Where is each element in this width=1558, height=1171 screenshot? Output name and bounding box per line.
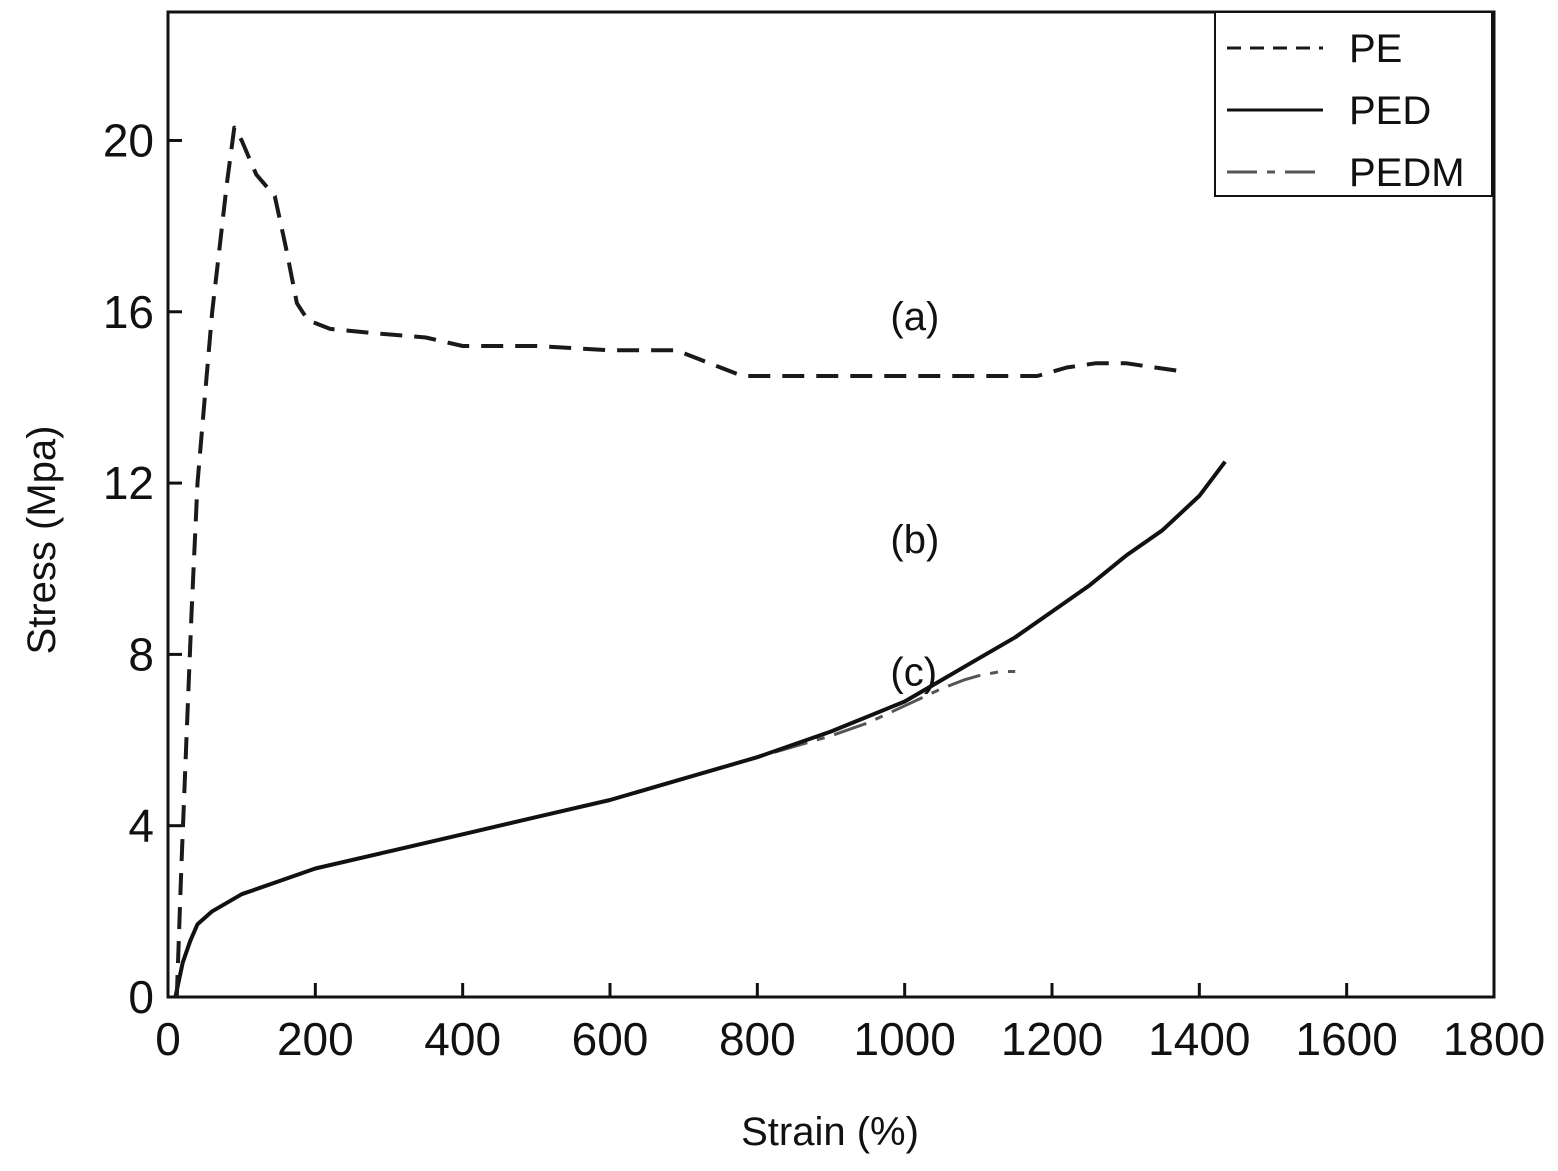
- y-tick-label: 4: [128, 800, 154, 852]
- y-tick-label: 20: [103, 114, 154, 166]
- legend: PE PED PEDM: [1214, 11, 1493, 197]
- curve-annotation: (c): [890, 651, 937, 695]
- y-tick-label: 8: [128, 628, 154, 680]
- y-tick-label: 16: [103, 286, 154, 338]
- x-tick-label: 600: [572, 1013, 649, 1065]
- series-line-ped: [173, 460, 1227, 998]
- curve-annotation: (b): [890, 518, 939, 562]
- x-tick-label: 1200: [1001, 1013, 1103, 1065]
- x-tick-label: 800: [719, 1013, 796, 1065]
- x-tick-label: 0: [155, 1013, 181, 1065]
- x-tick-label: 400: [424, 1013, 501, 1065]
- legend-box: [1214, 11, 1493, 197]
- x-tick-label: 1000: [853, 1013, 955, 1065]
- x-tick-label: 1800: [1443, 1013, 1545, 1065]
- annotations-layer: (a) (b) (c): [890, 295, 939, 694]
- legend-label-ped: PED: [1349, 89, 1431, 133]
- legend-label-pedm: PEDM: [1349, 151, 1465, 195]
- curve-annotation: (a): [890, 295, 939, 339]
- legend-label-pe: PE: [1349, 27, 1402, 71]
- x-tick-label: 1600: [1295, 1013, 1397, 1065]
- x-tick-label: 200: [277, 1013, 354, 1065]
- x-axis-title: Strain (%): [741, 1110, 919, 1154]
- plot-frame: [166, 10, 1496, 999]
- y-axis-title: Stress (Mpa): [20, 426, 64, 655]
- series-line-pe: [174, 125, 1185, 998]
- y-tick-label: 0: [128, 971, 154, 1023]
- y-tick-label: 12: [103, 457, 154, 509]
- x-tick-label: 1400: [1148, 1013, 1250, 1065]
- series-layer: [173, 125, 1227, 998]
- series-line-pedm: [173, 670, 1016, 998]
- plot-area: [166, 10, 1496, 999]
- axis-ticks: 0 200 400 600 800 1000 1200 1400 1600 1800 0 4 8 12 16…: [103, 114, 1545, 1065]
